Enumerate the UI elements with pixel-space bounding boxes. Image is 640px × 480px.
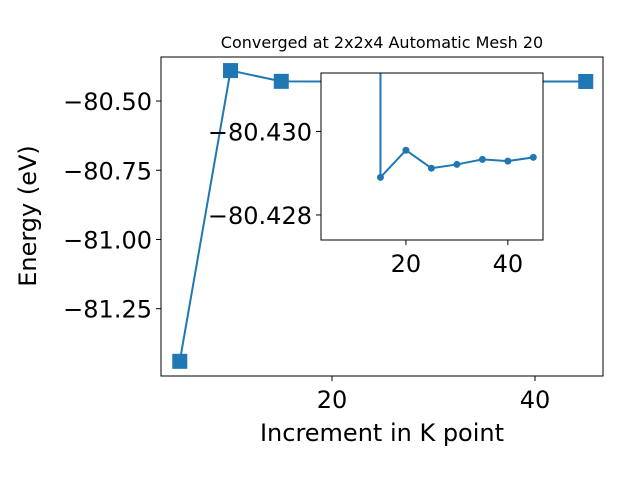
marker <box>578 73 594 89</box>
y-tick-label: −80.75 <box>63 157 152 185</box>
y-tick-label: −81.25 <box>63 296 152 324</box>
y-tick-label: −80.50 <box>63 88 152 116</box>
y-tick-label: −81.00 <box>63 226 152 254</box>
marker <box>504 157 512 165</box>
y-axis-label: Energy (eV) <box>14 145 42 287</box>
marker <box>402 146 410 154</box>
marker <box>273 73 289 89</box>
plot-area <box>321 73 543 240</box>
axes-frame <box>320 72 544 241</box>
x-tick-label: 40 <box>493 250 524 278</box>
marker <box>223 63 239 79</box>
y-tick-label: −80.428 <box>208 202 312 230</box>
axes-frame <box>160 56 604 377</box>
x-tick-label: 40 <box>520 386 551 414</box>
marker <box>478 155 486 163</box>
chart-title: Converged at 2x2x4 Automatic Mesh 20 <box>221 33 543 52</box>
marker <box>172 353 188 369</box>
line <box>379 73 534 180</box>
y-tick-label: −80.430 <box>208 118 312 146</box>
marker <box>529 153 537 161</box>
x-tick-label: 20 <box>317 386 348 414</box>
marker <box>427 164 435 172</box>
x-axis-label: Increment in K point <box>260 419 504 447</box>
plot-content <box>376 73 537 181</box>
marker <box>453 160 461 168</box>
marker <box>376 173 384 181</box>
x-tick-label: 20 <box>391 250 422 278</box>
